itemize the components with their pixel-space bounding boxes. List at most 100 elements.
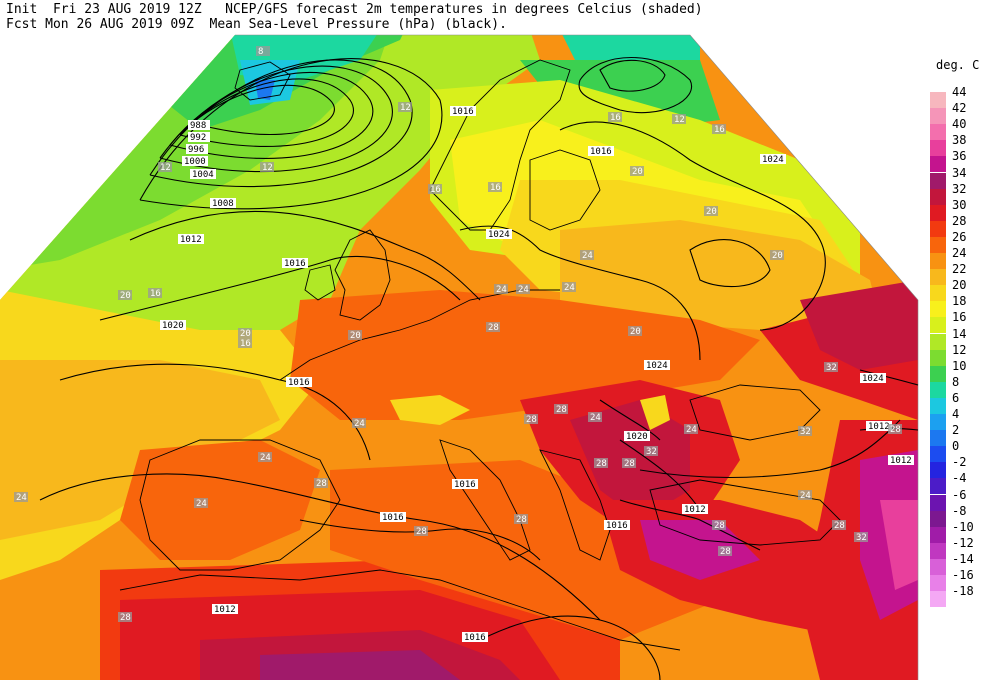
temperature-label: 24 bbox=[564, 283, 575, 293]
temperature-label-bg bbox=[260, 162, 274, 172]
isobar-label: 1004 bbox=[190, 169, 216, 180]
legend-label: 2 bbox=[952, 423, 960, 438]
isobar-label: 1024 bbox=[644, 360, 670, 371]
temperature-label-bg bbox=[628, 326, 642, 336]
temperature-label: 24 bbox=[196, 499, 207, 509]
temperature-label-bg bbox=[514, 514, 528, 524]
legend-swatch bbox=[930, 301, 946, 318]
temperature-label: 20 bbox=[772, 251, 783, 261]
temperature-label: 28 bbox=[596, 459, 607, 469]
temperature-label: 28 bbox=[120, 613, 131, 623]
legend-swatch bbox=[930, 381, 946, 398]
isobar-label: 1016 bbox=[286, 377, 312, 388]
legend-swatch bbox=[930, 446, 946, 463]
temperature-label-bg bbox=[684, 424, 698, 434]
legend-swatch bbox=[930, 462, 946, 479]
svg-text:1016: 1016 bbox=[452, 107, 474, 117]
svg-text:1008: 1008 bbox=[212, 199, 234, 209]
legend-label: 38 bbox=[952, 133, 967, 148]
isobar-label: 1016 bbox=[604, 520, 630, 531]
legend-swatch bbox=[930, 108, 946, 125]
svg-text:988: 988 bbox=[190, 121, 206, 131]
temperature-label: 24 bbox=[686, 425, 697, 435]
temperature-label: 28 bbox=[556, 405, 567, 415]
legend-label: 32 bbox=[952, 181, 967, 196]
svg-text:1012: 1012 bbox=[868, 422, 890, 432]
temperature-label: 24 bbox=[496, 285, 507, 295]
temperature-label-bg bbox=[672, 114, 686, 124]
temperature-label-bg bbox=[158, 162, 172, 172]
legend-swatch bbox=[930, 204, 946, 221]
temperature-label-bg bbox=[494, 284, 508, 294]
legend-label: -8 bbox=[952, 503, 967, 518]
legend-label: -16 bbox=[952, 568, 974, 582]
temperature-label: 24 bbox=[354, 419, 365, 429]
legend-label: 34 bbox=[952, 165, 967, 180]
isobar-label: 1012 bbox=[682, 504, 708, 515]
temperature-label: 16 bbox=[714, 125, 725, 135]
temperature-label: 24 bbox=[800, 491, 811, 501]
temperature-label: 12 bbox=[400, 103, 411, 113]
isobar-label: 1012 bbox=[212, 604, 238, 615]
isobar-label: 1012 bbox=[888, 455, 914, 466]
temperature-label: 28 bbox=[526, 415, 537, 425]
svg-text:1016: 1016 bbox=[590, 147, 612, 157]
isobar-label: 1016 bbox=[462, 632, 488, 643]
legend-label: -18 bbox=[952, 584, 974, 599]
legend-swatch bbox=[930, 558, 946, 575]
temperature-label-bg bbox=[594, 458, 608, 468]
temperature-label-bg bbox=[824, 362, 838, 372]
isobar-label: 1016 bbox=[452, 479, 478, 490]
legend-swatch bbox=[930, 333, 946, 350]
svg-text:1000: 1000 bbox=[184, 157, 206, 167]
svg-text:1020: 1020 bbox=[626, 432, 648, 442]
isobar-label: 1020 bbox=[160, 320, 186, 331]
temperature-label-bg bbox=[414, 526, 428, 536]
legend-swatch bbox=[930, 317, 946, 334]
legend-label: -10 bbox=[952, 519, 974, 534]
svg-text:1016: 1016 bbox=[454, 480, 476, 490]
legend-swatch bbox=[930, 156, 946, 173]
isobar-label: 992 bbox=[188, 132, 210, 143]
legend-swatch bbox=[930, 542, 946, 559]
temperature-label: 28 bbox=[890, 425, 901, 435]
legend-label: -6 bbox=[952, 487, 967, 502]
temperature-label-bg bbox=[118, 290, 132, 300]
temperature-label: 12 bbox=[160, 163, 171, 173]
legend-swatch bbox=[930, 414, 946, 430]
temperature-label: 8 bbox=[258, 47, 263, 57]
svg-text:1012: 1012 bbox=[214, 605, 236, 615]
legend-swatch bbox=[930, 349, 946, 366]
svg-text:1016: 1016 bbox=[606, 521, 628, 531]
legend-swatch bbox=[930, 236, 946, 253]
isobar-label: 1016 bbox=[450, 106, 476, 117]
temperature-label: 24 bbox=[16, 493, 27, 503]
legend-label: 20 bbox=[952, 278, 967, 293]
legend-label: 10 bbox=[952, 358, 967, 373]
legend-swatch bbox=[930, 494, 946, 511]
isobar-label: 996 bbox=[186, 144, 208, 155]
temperature-label: 20 bbox=[706, 207, 717, 217]
legend-label: 4 bbox=[952, 407, 960, 421]
legend-swatch bbox=[930, 253, 946, 269]
legend-swatch bbox=[930, 140, 946, 157]
svg-text:1024: 1024 bbox=[862, 374, 884, 384]
legend-swatch bbox=[930, 365, 946, 382]
svg-text:1012: 1012 bbox=[684, 505, 706, 515]
temperature-label-bg bbox=[798, 426, 812, 436]
temperature-label-bg bbox=[630, 166, 644, 176]
temperature-label-bg bbox=[488, 182, 502, 192]
isobar-label: 1020 bbox=[624, 431, 650, 442]
legend-label: 12 bbox=[952, 342, 967, 357]
svg-text:1016: 1016 bbox=[284, 259, 306, 269]
legend-label: 30 bbox=[952, 197, 967, 212]
temperature-label: 20 bbox=[632, 167, 643, 177]
temperature-label-bg bbox=[238, 328, 252, 338]
legend-swatch bbox=[930, 92, 946, 108]
legend-label: 40 bbox=[952, 117, 967, 132]
legend-label: 36 bbox=[952, 149, 967, 164]
temperature-label-bg bbox=[238, 338, 252, 348]
legend-swatch bbox=[930, 430, 946, 447]
legend-swatch bbox=[930, 285, 946, 302]
